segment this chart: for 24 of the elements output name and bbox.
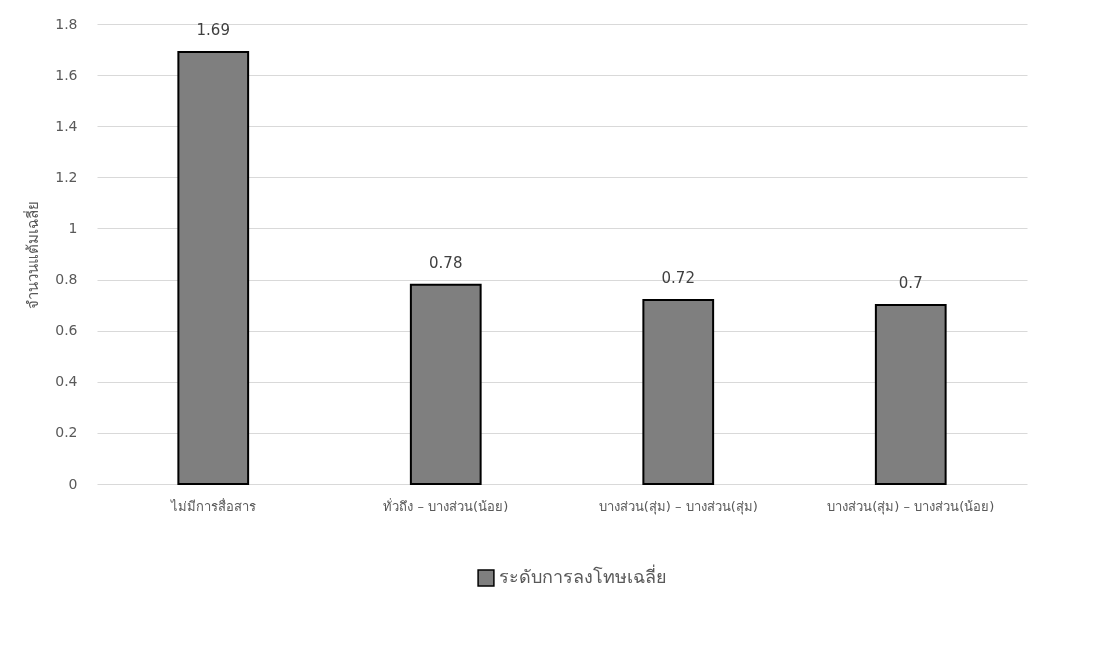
y-axis-title: จำนวนแต้มเฉลี่ย [22,200,43,309]
y-tick-label: 0.2 [55,424,78,441]
y-tick-label: 0 [68,475,78,492]
x-tick-label: บางส่วน(สุ่ม) – บางส่วน(น้อย) [827,498,995,515]
x-tick-label: ทั่วถึง – บางส่วน(น้อย) [383,497,509,514]
bar [177,51,250,485]
y-tick-label: 0.8 [55,271,78,288]
data-label: 0.72 [661,269,695,287]
data-label: 1.69 [196,21,230,40]
y-tick-label: 1.2 [55,168,78,185]
y-tick-label: 1.6 [55,66,78,83]
x-tick-label: บางส่วน(สุ่ม) – บางส่วน(สุ่ม) [598,498,758,515]
y-tick-label: 0.4 [55,373,78,390]
bar [642,299,715,485]
y-tick-label: 0.6 [55,322,78,339]
bar [409,283,482,485]
bar [874,304,947,485]
y-tick-label: 1.4 [55,117,78,134]
data-label: 0.7 [898,274,923,293]
y-tick-label: 1.8 [55,15,78,32]
legend-label: ระดับการลงโทษเฉลี่ย [499,564,667,587]
data-label: 0.78 [429,253,463,272]
y-tick-label: 1 [68,219,78,236]
x-tick-label: ไม่มีการสื่อสาร [169,497,256,514]
